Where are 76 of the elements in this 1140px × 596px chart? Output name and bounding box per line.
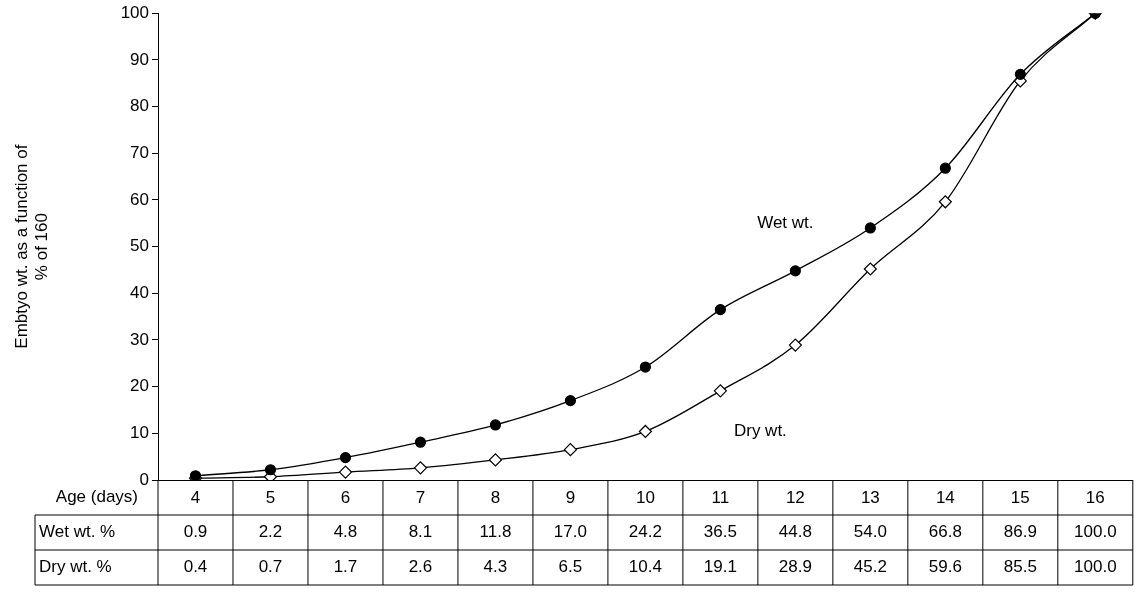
y-tick-label: 90: [130, 49, 149, 69]
y-tick-label: 70: [130, 142, 149, 162]
data-label: 0.9: [183, 522, 208, 542]
y-tick-label: 40: [130, 282, 149, 302]
point: [339, 451, 352, 464]
text: Dry wt. %: [39, 557, 112, 577]
x-tick-label: 7: [415, 487, 426, 507]
y-tick-label: 100: [120, 2, 149, 22]
x-tick-label: 8: [490, 487, 501, 507]
x-tick-label: 12: [785, 487, 805, 507]
x-tick-label: 11: [711, 487, 730, 507]
point: [564, 395, 577, 407]
point: [788, 338, 802, 352]
y-tick-label: 30: [130, 329, 149, 349]
y-tick-label: 60: [130, 189, 149, 209]
data-label: 86.9: [1003, 522, 1037, 542]
y-tick-label: 80: [130, 96, 149, 116]
x-tick-label: 14: [935, 487, 955, 507]
point: [863, 262, 877, 276]
data-label: 8.1: [408, 522, 433, 542]
data-label: 2.6: [408, 557, 433, 577]
data-label: 4.8: [333, 522, 358, 542]
data-label: 10.4: [628, 557, 662, 577]
data-label: 19.1: [703, 557, 737, 577]
data-label: 45.2: [853, 557, 887, 577]
point: [714, 304, 726, 316]
data-label: 0.4: [183, 557, 208, 577]
x-tick-label: 6: [340, 487, 351, 507]
data-label: 36.5: [703, 522, 737, 542]
x-tick-label: 4: [190, 487, 201, 507]
data-label: 11.8: [479, 522, 512, 542]
y-axis-title: Embtyo wt. as a function of % of 160: [11, 144, 52, 349]
data-label: 4.3: [483, 557, 508, 577]
x-tick-label: 5: [265, 487, 276, 507]
data-label: 85.5: [1003, 557, 1037, 577]
data-label: 6.5: [558, 557, 583, 577]
x-tick-label: 15: [1010, 487, 1030, 507]
data-label: 24.2: [628, 522, 662, 542]
point: [939, 162, 951, 174]
point: [638, 424, 652, 439]
series-label: Dry wt.: [733, 420, 787, 440]
data-label: 59.6: [928, 557, 962, 577]
y-tick-label: 0: [139, 469, 149, 489]
x-tick-label: 16: [1085, 487, 1105, 507]
data-label: 2.2: [258, 522, 283, 542]
x-tick-label: 10: [635, 487, 655, 507]
data-label: 100.0: [1074, 557, 1117, 577]
data-label: 66.8: [928, 522, 962, 542]
text: Wet wt. %: [39, 522, 116, 542]
x-tick-label: 9: [565, 487, 576, 507]
point: [489, 419, 502, 431]
point: [789, 265, 801, 277]
point: [1014, 68, 1026, 80]
point: [264, 464, 277, 476]
point: [713, 384, 727, 398]
point: [413, 461, 428, 475]
data-label: 54.0: [853, 522, 887, 542]
series-label: Wet wt.: [757, 212, 814, 232]
point: [639, 361, 651, 373]
y-tick-label: 10: [130, 423, 149, 443]
point: [864, 222, 876, 234]
data-label: 0.7: [258, 557, 283, 577]
point: [488, 453, 503, 467]
x-axis-title: Age (days): [55, 487, 138, 507]
point: [414, 436, 427, 448]
data-label: 44.8: [778, 522, 812, 542]
data-label: 100.0: [1074, 522, 1117, 542]
point: [563, 443, 578, 457]
y-tick-label: 50: [130, 236, 149, 256]
y-tick-label: 20: [130, 376, 149, 396]
data-label: 1.7: [333, 557, 358, 577]
point: [338, 465, 353, 479]
data-label: 17.0: [553, 522, 587, 542]
x-tick-label: 13: [860, 487, 880, 507]
data-label: 28.9: [778, 557, 812, 577]
point: [938, 195, 952, 209]
